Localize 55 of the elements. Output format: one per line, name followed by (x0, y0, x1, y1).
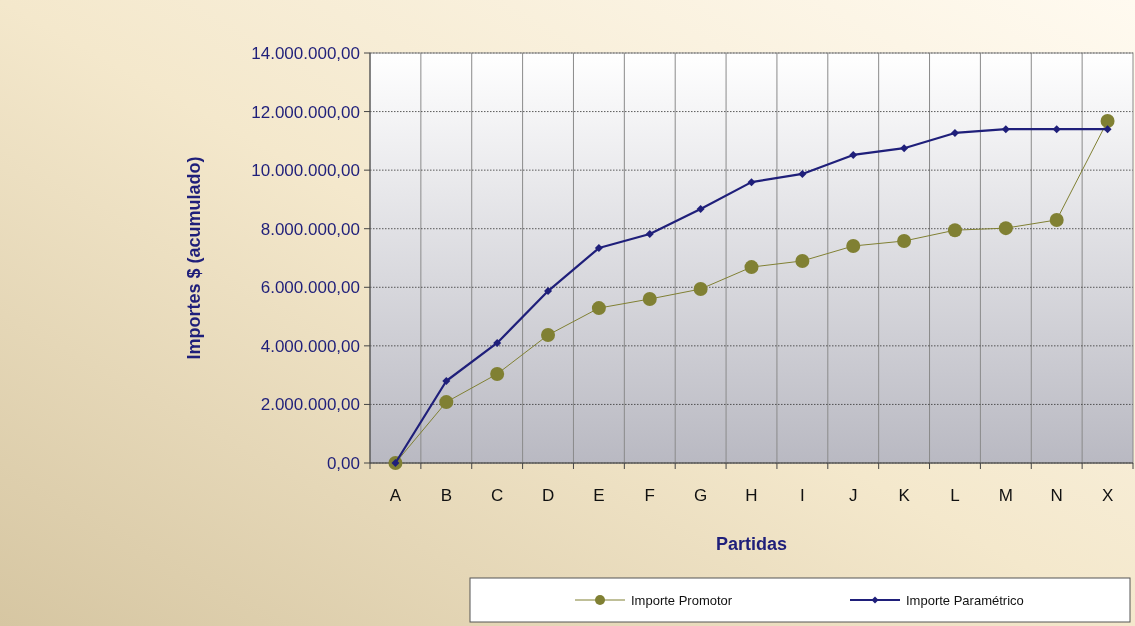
x-tick-label: D (541, 486, 555, 505)
point (1049, 212, 1064, 227)
x-tick-label: C (491, 486, 504, 505)
point (544, 287, 553, 296)
y-axis-title: Importes $ (acumulado) (184, 156, 204, 360)
point (1052, 125, 1061, 134)
point (693, 282, 708, 297)
point (998, 221, 1013, 236)
point (849, 150, 858, 159)
point (897, 234, 912, 249)
y-tick-label: 10.000.000,00 (251, 161, 360, 181)
point (594, 244, 603, 253)
x-tick-label: I (800, 486, 805, 505)
point (747, 178, 756, 187)
y-tick-label: 0,00 (326, 453, 360, 473)
y-tick-label: 14.000.000,00 (251, 43, 360, 63)
y-tick-label: 12.000.000,00 (251, 102, 360, 122)
point (490, 366, 505, 381)
x-tick-label: B (440, 486, 452, 505)
x-tick-label: G (694, 486, 708, 505)
x-tick-label: M (998, 486, 1013, 505)
point (744, 260, 759, 275)
y-tick-label: 6.000.000,00 (260, 278, 360, 298)
point (1100, 113, 1115, 128)
point (442, 377, 451, 385)
point (696, 205, 705, 214)
point (591, 301, 606, 316)
point (947, 223, 962, 238)
x-tick-label: L (950, 486, 960, 505)
y-tick-label: 8.000.000,00 (260, 219, 360, 239)
x-tick-label: A (389, 486, 402, 505)
x-tick-label: H (745, 486, 758, 505)
x-tick-label: F (644, 486, 655, 505)
legend-label: Importe Promotor (631, 592, 733, 608)
point (541, 328, 556, 343)
point (795, 253, 810, 268)
x-axis-title: Partidas (715, 534, 788, 554)
x-tick-label: J (848, 486, 858, 505)
x-tick-label: E (593, 486, 605, 505)
x-tick-label: K (898, 486, 911, 505)
point (950, 128, 959, 137)
point (439, 395, 454, 410)
x-tick-label: X (1101, 486, 1114, 505)
legend-label: Importe Paramétrico (906, 592, 1024, 608)
point (846, 238, 861, 253)
point (1103, 125, 1112, 134)
point (493, 338, 502, 347)
point (642, 292, 657, 306)
point (798, 169, 807, 178)
point (1001, 125, 1010, 134)
y-tick-label: 2.000.000,00 (260, 395, 360, 415)
point (900, 144, 909, 153)
point (645, 229, 654, 238)
x-tick-label: N (1050, 486, 1063, 505)
y-tick-label: 4.000.000,00 (260, 336, 360, 356)
